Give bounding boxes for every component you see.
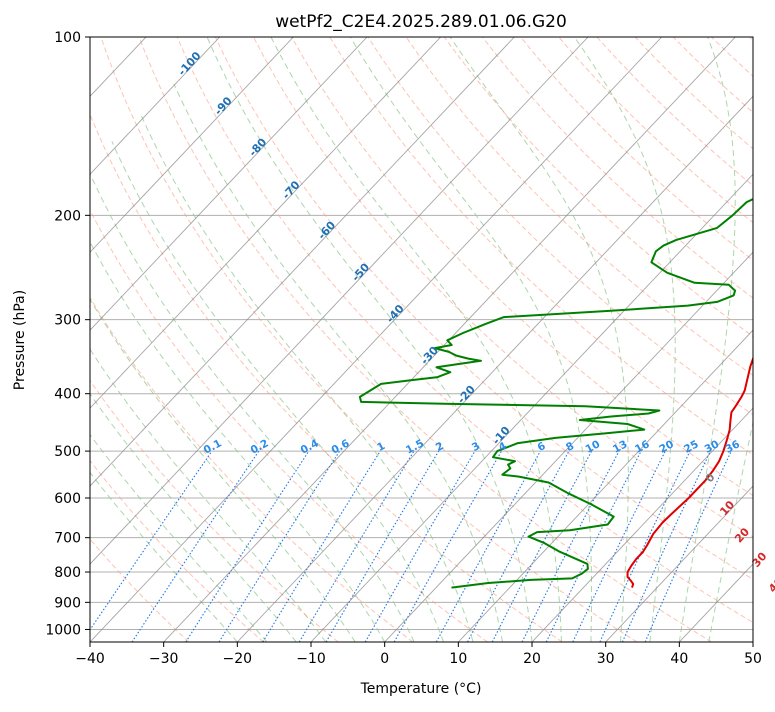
y-axis-label: Pressure (hPa) [12,290,28,390]
x-tick-label: 20 [523,651,541,667]
y-tick-label: 900 [54,595,81,611]
x-tick-label: 50 [744,651,762,667]
y-tick-label: 1000 [45,622,81,638]
x-tick-label: −40 [75,651,105,667]
y-tick-label: 600 [54,491,81,507]
y-tick-label: 700 [54,531,81,547]
y-tick-label: 300 [54,313,81,329]
y-tick-label: 200 [54,208,81,224]
x-tick-label: 10 [449,651,467,667]
y-tick-label: 100 [54,30,81,46]
x-tick-label: 0 [380,651,389,667]
x-tick-label: −20 [223,651,253,667]
chart-title: wetPf2_C2E4.2025.289.01.06.G20 [275,12,567,32]
y-tick-label: 400 [54,387,81,403]
x-axis-label: Temperature (°C) [360,681,482,697]
y-tick-label: 500 [54,444,81,460]
x-tick-label: −10 [296,651,326,667]
x-tick-label: −30 [149,651,179,667]
x-tick-label: 30 [597,651,615,667]
x-tick-label: 40 [670,651,688,667]
y-tick-label: 800 [54,565,81,581]
